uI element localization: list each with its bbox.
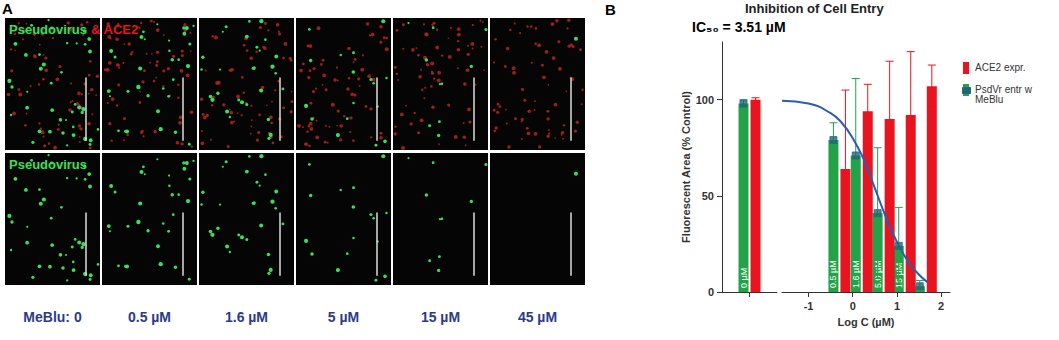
svg-text:15 µM: 15 µM <box>421 309 460 325</box>
svg-text:0 µM: 0 µM <box>739 268 749 288</box>
svg-text:15 µM: 15 µM <box>893 262 904 288</box>
svg-text:Pseudovirus: Pseudovirus <box>9 157 87 172</box>
svg-text:Log C (µM): Log C (µM) <box>837 316 894 328</box>
svg-text:Pseudovirus& ACE2: Pseudovirus& ACE2 <box>9 22 138 37</box>
svg-text:-1: -1 <box>804 300 814 312</box>
svg-text:IC₅₀ = 3.51 µM: IC₅₀ = 3.51 µM <box>692 19 786 35</box>
svg-text:100: 100 <box>696 94 714 106</box>
svg-text:Fluorescent Area (% Control): Fluorescent Area (% Control) <box>680 91 692 243</box>
svg-text:5.0 µM: 5.0 µM <box>872 260 883 288</box>
svg-text:A: A <box>2 0 13 17</box>
svg-text:0: 0 <box>850 300 856 312</box>
svg-text:2: 2 <box>938 300 944 312</box>
svg-text:0.5 µM: 0.5 µM <box>828 260 838 288</box>
svg-text:1.6 µM: 1.6 µM <box>225 309 268 325</box>
svg-text:PsdVr entr w: PsdVr entr w <box>975 83 1035 95</box>
svg-text:0: 0 <box>708 286 714 298</box>
svg-text:45 µM: 45 µM <box>518 309 557 325</box>
svg-text:5 µM: 5 µM <box>328 309 359 325</box>
svg-text:1.6 µM: 1.6 µM <box>851 260 861 288</box>
svg-text:1: 1 <box>894 300 900 312</box>
svg-text:ACE2 expr.: ACE2 expr. <box>975 62 1026 73</box>
svg-text:B: B <box>605 1 616 18</box>
svg-text:Inhibition of Cell Entry: Inhibition of Cell Entry <box>745 1 884 16</box>
svg-text:MeBlu: MeBlu <box>975 94 1003 105</box>
svg-text:50: 50 <box>702 190 714 202</box>
svg-text:MeBlu: 0: MeBlu: 0 <box>23 309 82 325</box>
svg-text:0.5 µM: 0.5 µM <box>128 309 171 325</box>
